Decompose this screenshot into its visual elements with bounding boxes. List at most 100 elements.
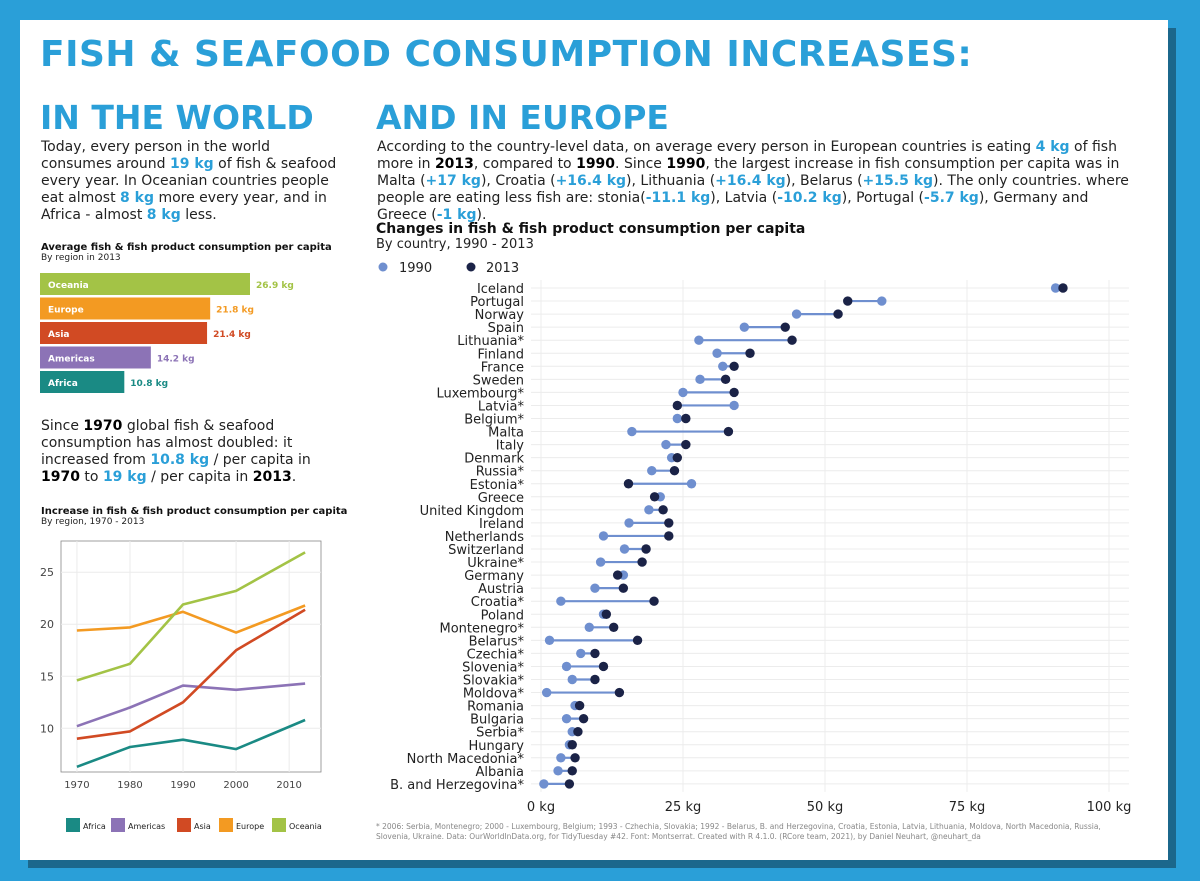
- dot-2013-slovakia: [590, 674, 600, 685]
- dot-2013-bulgaria: [578, 713, 589, 724]
- bold-year: 1970: [41, 469, 80, 485]
- bar-value-americas: 14.2 kg: [157, 355, 195, 365]
- dot-2013-united-kingdom: [658, 505, 668, 515]
- text-run: ), Germany and Greece (: [377, 190, 1089, 223]
- line-chart-header: Increase in fish & fish product consumpt…: [41, 506, 347, 527]
- series-line-asia: [76, 608, 306, 740]
- country-label-north-macedonia: North Macedonia*: [407, 752, 525, 767]
- country-label-b-and-herzegovina: B. and Herzegovina*: [390, 778, 524, 793]
- highlight: 10.8 kg: [150, 452, 210, 468]
- country-label-iceland: Iceland: [477, 282, 524, 297]
- world-intro-paragraph: Today, every person in the world consume…: [41, 139, 341, 224]
- dot-1990-spain: [739, 322, 750, 332]
- text-run: . Since: [615, 156, 667, 172]
- dot-1990-estonia: [686, 479, 697, 489]
- highlight: +15.5 kg: [862, 173, 934, 189]
- dot-1990-russia: [647, 466, 657, 476]
- dot-2013-estonia: [623, 479, 634, 489]
- dot-1990-france: [718, 361, 728, 371]
- country-label-greece: Greece: [478, 491, 524, 506]
- bar-chart-title: Average fish & fish product consumption …: [41, 242, 332, 253]
- dot-1990-sweden: [695, 374, 705, 385]
- dot-2013-ireland: [664, 518, 674, 528]
- dot-2013-luxembourg: [729, 387, 739, 398]
- dot-1990-united-kingdom: [644, 505, 654, 515]
- main-title: FISH & SEAFOOD CONSUMPTION INCREASES:: [40, 34, 973, 75]
- bar-value-europe: 21.8 kg: [216, 306, 254, 316]
- dot-2013-poland: [601, 609, 612, 619]
- dot-2013-belgium: [681, 413, 691, 424]
- country-label-poland: Poland: [481, 608, 524, 623]
- line-chart-subtitle: By region, 1970 - 2013: [41, 517, 145, 527]
- x-tick-label-2000: 2000: [223, 780, 248, 791]
- dot-2013-finland: [745, 348, 755, 358]
- dot-2013-germany: [612, 570, 623, 580]
- dot-1990-luxembourg: [678, 387, 688, 398]
- country-label-hungary: Hungary: [468, 739, 524, 754]
- x-tick-label-25: 25 kg: [665, 800, 701, 815]
- legend-label-2013: 2013: [486, 261, 519, 276]
- world-growth-paragraph: Since 1970 global fish & seafood consump…: [41, 418, 341, 486]
- dot-2013-denmark: [672, 452, 683, 463]
- country-label-germany: Germany: [464, 569, 524, 584]
- series-line-europe: [76, 604, 306, 634]
- country-label-slovakia: Slovakia*: [463, 674, 525, 689]
- highlight: 4 kg: [1035, 139, 1070, 155]
- bar-americas: [40, 346, 151, 369]
- dot-1990-switzerland: [619, 544, 630, 554]
- europe-section-title: AND IN EUROPE: [376, 98, 669, 137]
- text-run: , the largest increase in fish consumpti…: [377, 156, 1120, 189]
- dot-2013-lithuania: [787, 335, 797, 345]
- legend-label-asia: Asia: [194, 822, 211, 831]
- bold-year: 2013: [252, 469, 292, 485]
- bold-year: 1990: [576, 156, 616, 172]
- bold-year: 1990: [666, 156, 706, 172]
- dot-2013-ukraine: [637, 557, 647, 567]
- dot-2013-serbia: [573, 727, 583, 737]
- country-label-portugal: Portugal: [470, 295, 524, 310]
- text-run: Since: [41, 418, 84, 434]
- legend-swatch-americas: [111, 818, 125, 832]
- country-label-united-kingdom: United Kingdom: [420, 504, 524, 519]
- dot-2013-russia: [669, 466, 680, 476]
- text-run: , compared to: [473, 156, 577, 172]
- dot-1990-montenegro: [584, 622, 594, 632]
- legend-label-americas: Americas: [128, 822, 165, 831]
- dot-1990-belgium: [672, 413, 683, 424]
- dot-2013-italy: [681, 439, 691, 450]
- country-label-moldova: Moldova*: [463, 687, 525, 702]
- x-tick-label-75: 75 kg: [949, 800, 985, 815]
- country-label-bulgaria: Bulgaria: [470, 713, 524, 728]
- country-label-romania: Romania: [467, 700, 524, 715]
- dot-2013-albania: [567, 766, 577, 776]
- highlight: +16.4 kg: [715, 173, 786, 189]
- legend-swatch-africa: [66, 818, 80, 832]
- highlight: -11.1 kg: [645, 190, 711, 206]
- dot-1990-croatia: [556, 596, 566, 606]
- dot-2013-latvia: [672, 400, 683, 411]
- dot-2013-france: [729, 361, 739, 371]
- y-tick-label-25: 25: [40, 566, 54, 579]
- country-label-czechia: Czechia*: [467, 647, 525, 662]
- dot-2013-austria: [618, 583, 629, 593]
- bar-europe: [40, 297, 211, 320]
- europe-paragraph: According to the country-level data, on …: [377, 139, 1137, 224]
- dot-2013-belarus: [632, 635, 643, 646]
- country-label-serbia: Serbia*: [476, 726, 524, 741]
- dot-2013-romania: [574, 700, 585, 711]
- line-chart: 10 15 20 25 1970 1980 1990 2000 2010 Africa Americ…: [40, 540, 322, 832]
- bar-label-africa: Africa: [48, 379, 78, 389]
- country-label-russia: Russia*: [476, 465, 525, 480]
- highlight: +17 kg: [425, 173, 481, 189]
- dot-1990-iceland: [1050, 283, 1061, 293]
- dot-2013-montenegro: [609, 622, 619, 632]
- dot-1990-moldova: [541, 687, 552, 698]
- x-tick-label-50: 50 kg: [807, 800, 843, 815]
- legend-label-oceania: Oceania: [289, 822, 322, 831]
- country-label-switzerland: Switzerland: [448, 543, 524, 558]
- x-tick-label-0: 0 kg: [527, 800, 555, 815]
- text-run: to: [79, 469, 103, 485]
- x-tick-label-1970: 1970: [64, 780, 89, 791]
- text-run: ), Lithuania (: [626, 173, 716, 189]
- country-label-lithuania: Lithuania*: [457, 334, 524, 349]
